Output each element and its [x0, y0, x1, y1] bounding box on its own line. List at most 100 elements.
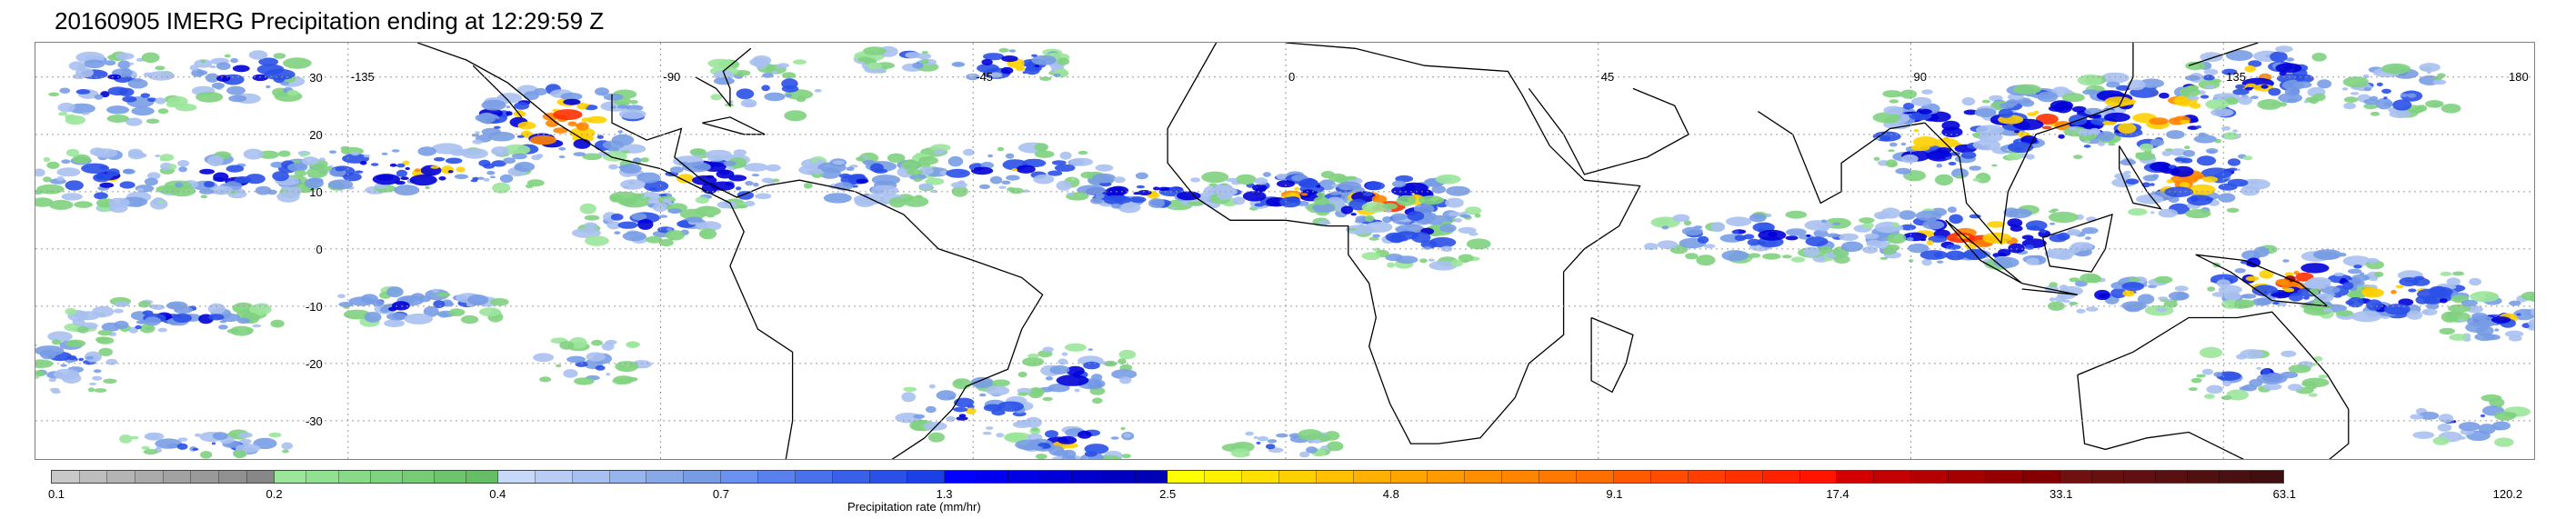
rain-cell — [2240, 294, 2250, 299]
rain-cell — [1382, 203, 1398, 210]
rain-cell — [713, 77, 736, 85]
rain-cell — [450, 149, 466, 156]
rain-cell — [2512, 308, 2534, 321]
rain-cell — [2067, 228, 2081, 236]
colorbar-segment — [2188, 471, 2220, 483]
rain-cell — [1057, 435, 1078, 444]
rain-cell — [2190, 377, 2202, 384]
rain-cell — [460, 314, 479, 324]
rain-cell — [584, 215, 600, 221]
rain-cell — [956, 416, 968, 421]
rain-cell — [1090, 197, 1103, 205]
rain-cell — [761, 85, 770, 92]
rain-cell — [60, 364, 67, 367]
rain-cell — [1008, 187, 1024, 195]
rain-cell — [211, 442, 216, 445]
rain-cell — [2207, 286, 2216, 292]
rain-cell — [2156, 307, 2168, 313]
rain-cell — [107, 74, 121, 80]
rain-cell — [631, 213, 647, 221]
rain-cell — [213, 172, 229, 183]
rain-cell — [1936, 164, 1943, 168]
rain-cell — [1348, 227, 1357, 231]
rain-cell — [35, 197, 54, 207]
latitude-label: 0 — [316, 243, 323, 256]
map-canvas[interactable]: -135 -90 -45 0 45 90 135 180 30 20 10 0 -10 -20 -30 — [35, 43, 2535, 460]
rain-cell — [1158, 186, 1170, 191]
rain-cell — [1922, 220, 1945, 230]
colorbar-segment — [1278, 471, 1317, 483]
rain-cell — [280, 81, 289, 85]
rain-cell — [2191, 117, 2199, 123]
rain-cell — [372, 174, 401, 185]
rain-cell — [765, 164, 781, 172]
rain-cell — [2491, 421, 2511, 431]
rain-cell — [978, 393, 987, 397]
rain-cell — [2085, 236, 2091, 240]
rain-cell — [386, 286, 404, 298]
grid-labels: -135 -90 -45 0 45 90 135 180 30 20 10 0 -10 -20 -30 — [306, 70, 2529, 428]
rain-cell — [616, 105, 629, 109]
rain-cell — [2307, 277, 2332, 286]
rain-cell — [2068, 126, 2078, 132]
rain-cell — [846, 166, 855, 171]
colorbar-tick-label: 0.4 — [489, 487, 506, 501]
rain-cell — [595, 364, 606, 371]
rain-cell — [2179, 119, 2190, 125]
rain-cell — [157, 327, 167, 333]
rain-cell — [514, 162, 536, 172]
rain-cell — [571, 227, 601, 238]
rain-cell — [2151, 174, 2160, 179]
rain-cell — [1345, 175, 1358, 181]
colorbar-segment — [107, 471, 136, 483]
rain-cell — [2528, 325, 2534, 331]
rain-cell — [2312, 356, 2323, 362]
rain-cell — [205, 73, 219, 83]
rain-cell — [1840, 241, 1864, 253]
colorbar-segment — [219, 471, 247, 483]
rain-cell — [2318, 374, 2329, 379]
rain-cell — [391, 149, 400, 153]
rain-cell — [1361, 202, 1388, 213]
rain-cell — [2308, 288, 2320, 295]
rain-cell — [1208, 183, 1218, 187]
rain-cell — [539, 376, 552, 383]
colorbar-segment — [79, 471, 108, 483]
rain-cell — [658, 215, 668, 218]
rain-cell — [454, 174, 469, 180]
rain-cell — [46, 161, 60, 169]
rain-cell — [1786, 228, 1807, 236]
rain-cell — [2185, 209, 2211, 219]
rain-cell — [130, 435, 139, 440]
rain-cell — [1120, 426, 1126, 431]
rain-cell — [615, 361, 639, 373]
rain-cell — [2232, 129, 2239, 133]
rain-cell — [913, 177, 923, 182]
rain-cell — [694, 205, 722, 216]
rain-cell — [2200, 95, 2210, 99]
rain-cell — [253, 437, 277, 450]
rain-cell — [1047, 170, 1063, 176]
rain-cell — [1685, 253, 1699, 260]
rain-cell — [2257, 297, 2271, 305]
rain-cell — [1137, 190, 1152, 195]
rain-cell — [753, 182, 759, 187]
rain-cell — [2317, 79, 2332, 89]
rain-cell — [1053, 73, 1061, 77]
precipitation-map[interactable]: -135 -90 -45 0 45 90 135 180 30 20 10 0 -10 -20 -30 — [35, 42, 2535, 460]
rain-cell — [2188, 387, 2198, 392]
rain-cell — [114, 320, 129, 329]
rain-cell — [1031, 427, 1039, 432]
longitude-label: -90 — [664, 70, 681, 84]
rain-cell — [2284, 272, 2294, 277]
rain-cell — [2508, 335, 2522, 342]
rain-cell — [117, 60, 131, 69]
rain-cell — [1474, 213, 1481, 218]
rain-cell — [2447, 311, 2462, 317]
rain-cell — [107, 86, 128, 95]
rain-cell — [89, 147, 105, 156]
rain-cell — [1027, 354, 1039, 358]
rain-cell — [2288, 364, 2311, 374]
rain-cell — [1262, 172, 1271, 177]
rain-cell — [1042, 396, 1053, 402]
